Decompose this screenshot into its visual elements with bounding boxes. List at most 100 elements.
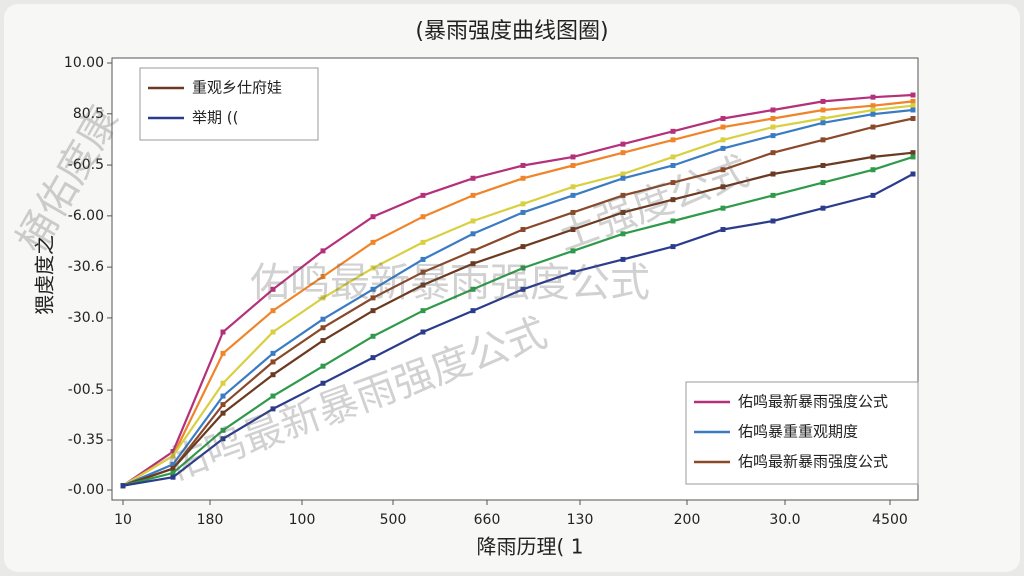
point	[770, 171, 776, 177]
point	[370, 308, 376, 314]
legend-label: 举期 ((	[192, 109, 238, 127]
point	[270, 393, 276, 399]
point	[910, 103, 916, 109]
point	[620, 256, 626, 262]
x-tick-label: 180	[197, 512, 224, 528]
point	[420, 308, 426, 314]
point	[910, 116, 916, 122]
point	[870, 103, 876, 109]
point	[770, 116, 776, 122]
point	[620, 150, 626, 156]
point	[520, 227, 526, 233]
point	[620, 231, 626, 237]
point	[270, 286, 276, 292]
point	[220, 436, 226, 442]
point	[670, 128, 676, 134]
y-tick-label: -60.5	[68, 157, 104, 173]
point	[570, 269, 576, 275]
point	[320, 363, 326, 369]
point	[420, 239, 426, 245]
point	[820, 180, 826, 186]
point	[670, 154, 676, 160]
y-tick-label: -00.5	[68, 382, 104, 398]
point	[520, 265, 526, 271]
point	[870, 111, 876, 117]
point	[470, 218, 476, 224]
point	[370, 295, 376, 301]
y-tick-label: -0.35	[68, 432, 104, 448]
point	[820, 205, 826, 211]
point	[820, 116, 826, 122]
point	[370, 239, 376, 245]
point	[520, 162, 526, 168]
point	[910, 154, 916, 160]
point	[770, 218, 776, 224]
point	[470, 286, 476, 292]
point	[720, 184, 726, 190]
point	[220, 393, 226, 399]
point	[670, 180, 676, 186]
y-axis-label: 猥虔度之	[33, 235, 57, 315]
point	[420, 256, 426, 262]
point	[910, 107, 916, 113]
point	[470, 192, 476, 198]
point	[270, 372, 276, 378]
legend-label: 佑鸣最新暴雨强度公式	[738, 393, 888, 411]
point	[570, 162, 576, 168]
point	[670, 137, 676, 143]
point	[370, 265, 376, 271]
watermark: 佑鸣最新暴雨强度公式	[250, 260, 650, 306]
legend-label: 佑鸣暴重重观期度	[738, 423, 858, 441]
point	[170, 453, 176, 459]
point	[720, 167, 726, 173]
point	[870, 107, 876, 113]
x-axis-label: 降雨历理( 1	[477, 535, 584, 559]
point	[720, 145, 726, 151]
point	[170, 470, 176, 476]
point	[170, 466, 176, 472]
point	[170, 461, 176, 467]
point	[320, 338, 326, 344]
y-tick-label: -6.00	[68, 208, 104, 224]
point	[220, 380, 226, 386]
point	[620, 141, 626, 147]
point	[220, 350, 226, 356]
point	[420, 214, 426, 220]
point	[370, 333, 376, 339]
point	[520, 201, 526, 207]
point	[620, 175, 626, 181]
point	[470, 308, 476, 314]
point	[720, 137, 726, 143]
point	[910, 150, 916, 156]
point	[220, 402, 226, 408]
point	[820, 137, 826, 143]
legend-box	[139, 67, 319, 141]
y-tick-label: -0.00	[68, 482, 104, 498]
point	[320, 325, 326, 331]
point	[370, 355, 376, 361]
point	[820, 162, 826, 168]
point	[870, 192, 876, 198]
point	[320, 295, 326, 301]
point	[320, 316, 326, 322]
point	[770, 133, 776, 139]
y-tick-label: 80.5	[73, 106, 104, 122]
point	[670, 218, 676, 224]
point	[670, 197, 676, 203]
legend-label: 佑鸣最新暴雨强度公式	[738, 453, 888, 471]
point	[570, 154, 576, 160]
point	[370, 214, 376, 220]
point	[420, 192, 426, 198]
point	[420, 329, 426, 335]
point	[870, 94, 876, 100]
point	[870, 167, 876, 173]
point	[470, 231, 476, 237]
x-tick-label: 100	[289, 512, 316, 528]
chart-title: (暴雨强度曲线图圈)	[415, 19, 608, 44]
point	[670, 162, 676, 168]
point	[620, 192, 626, 198]
point	[320, 380, 326, 386]
point	[770, 150, 776, 156]
point	[720, 227, 726, 233]
